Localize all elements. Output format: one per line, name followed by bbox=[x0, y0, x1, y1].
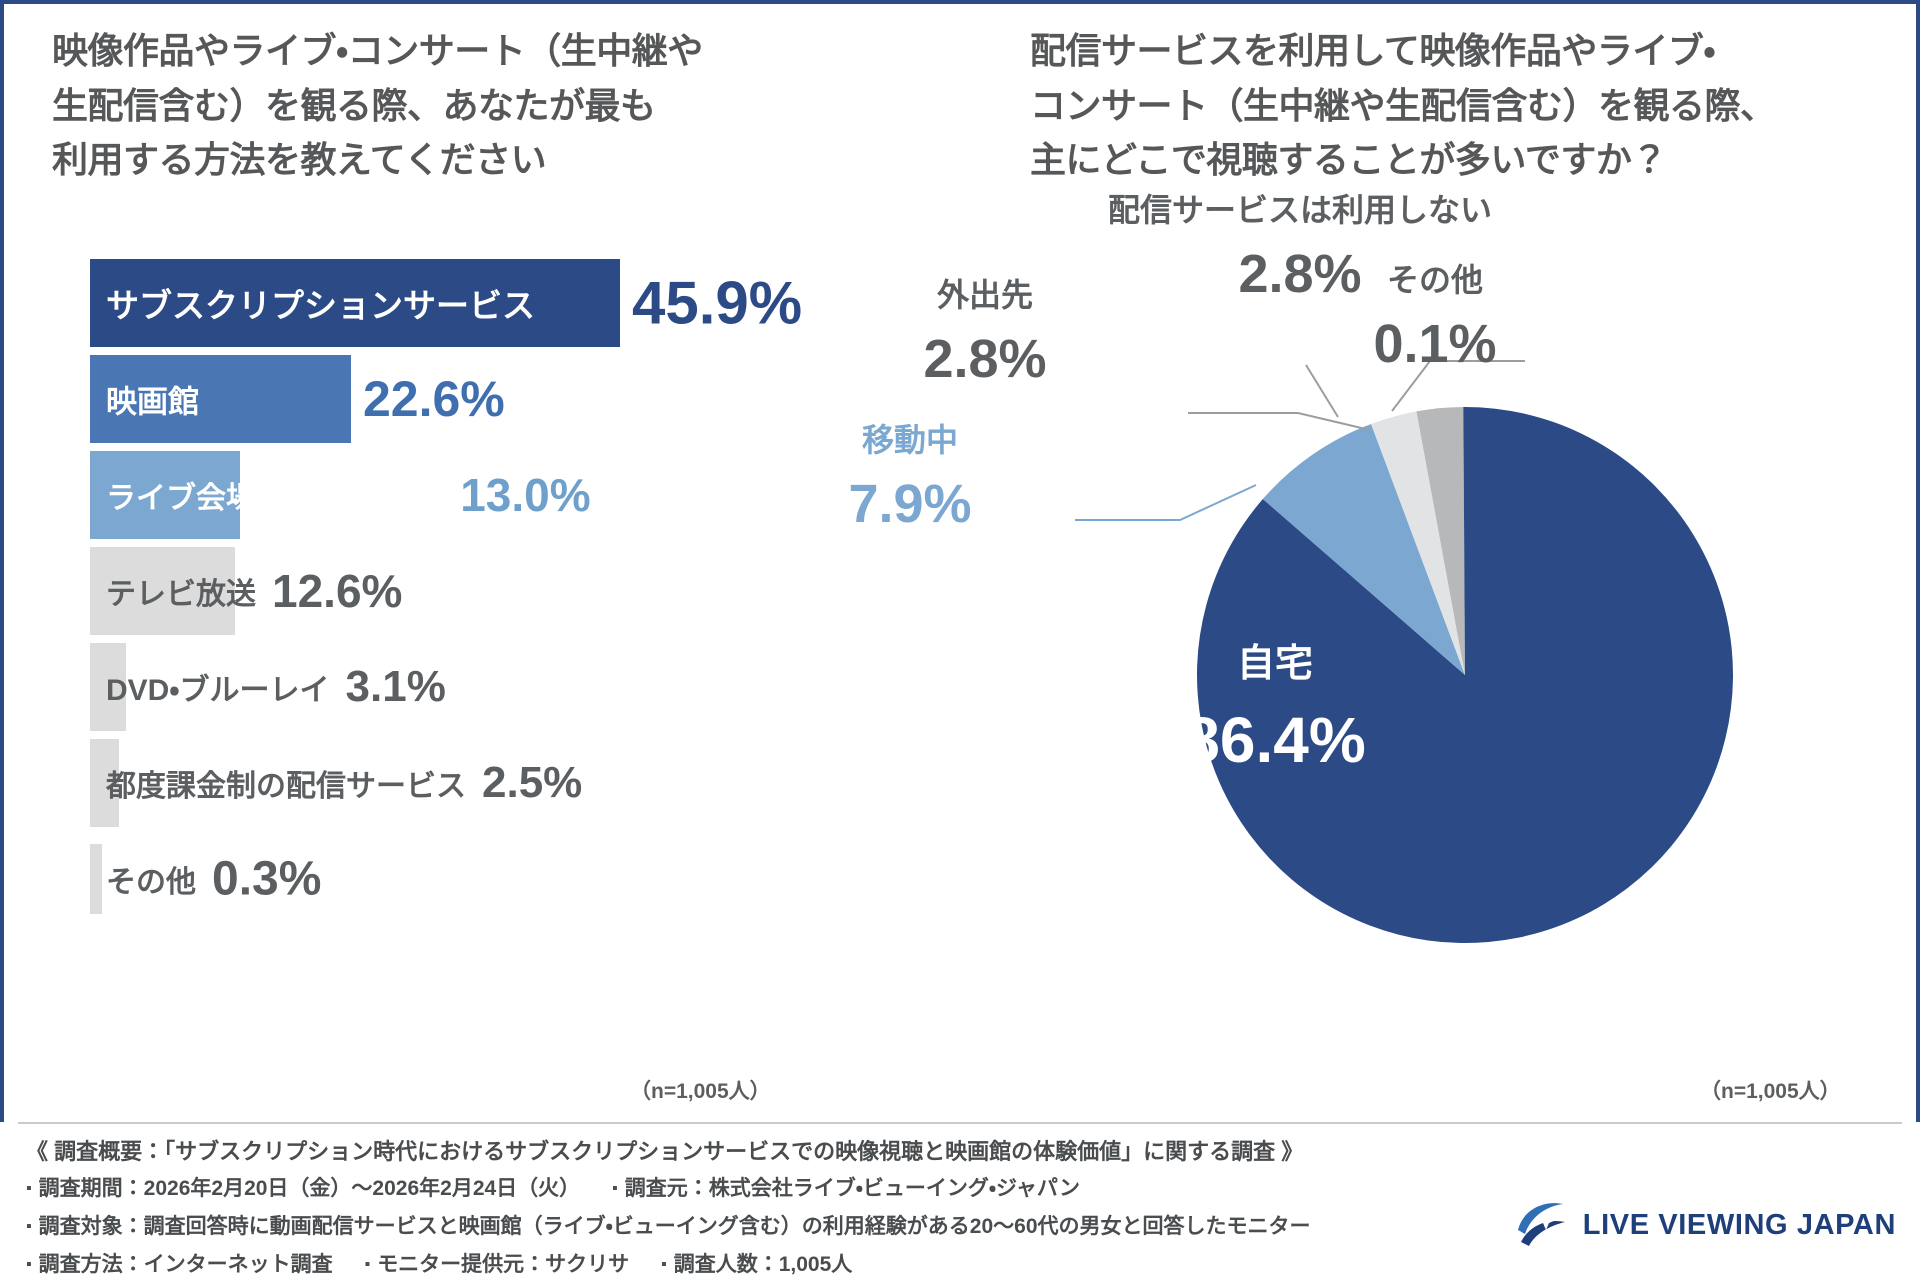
right-sample-size-note: （n=1,005人） bbox=[1700, 1080, 1841, 1103]
pie-callout-leader-line bbox=[1391, 360, 1525, 412]
bar-row: DVD・ブルーレイ 3.1% bbox=[90, 639, 970, 735]
pie-callout-leader-line bbox=[1305, 364, 1339, 418]
pie-label-other: その他 0.1% bbox=[1305, 245, 1565, 391]
pie-slice bbox=[1416, 407, 1465, 675]
right-panel: 配信サービスを利用して映像作品やライブ・ コンサート（生中継や生配信含む）を観る… bbox=[848, 0, 1920, 1120]
footer-line-1: 調査期間：2026年2月20日（金）〜2026年2月24日（火） 調査元：株式会… bbox=[26, 1172, 1106, 1202]
bar-category-label: その他 bbox=[106, 866, 196, 899]
live-viewing-japan-mark-icon bbox=[1513, 1196, 1571, 1254]
brand-wordmark: LIVE VIEWING JAPAN bbox=[1582, 1208, 1896, 1241]
bar-row: テレビ放送 12.6% bbox=[90, 543, 970, 639]
bar-fill bbox=[90, 355, 351, 443]
pie-callout-leader-line bbox=[1075, 484, 1257, 521]
pie-chart bbox=[1070, 355, 1860, 995]
bar-value-label: 3.1% bbox=[345, 662, 446, 711]
bar-value-label: 45.9% bbox=[632, 269, 803, 337]
bar-fill bbox=[90, 547, 236, 635]
pie-label-home: 自宅 86.4% bbox=[1115, 625, 1435, 793]
footer-survey-period: 調査期間：2026年2月20日（金）〜2026年2月24日（火） bbox=[26, 1177, 580, 1200]
footer-overview: 《 調査概要：「サブスクリプション時代におけるサブスクリプションサービスでの映像… bbox=[26, 1139, 1304, 1164]
bar-category-label: ライブ会場・イベント会場 bbox=[106, 482, 447, 515]
bar-row: 都度課金制の配信サービス 2.5% bbox=[90, 735, 970, 831]
pie-slice bbox=[1197, 407, 1733, 944]
bar-category-label: 映画館 bbox=[106, 384, 199, 420]
pie-label-nouse-category: 配信サービスは利用しない bbox=[1107, 192, 1492, 228]
bar-category-label: DVD・ブルーレイ bbox=[106, 674, 330, 707]
footer-respondent-count: 調査人数：1,005人 bbox=[661, 1253, 852, 1276]
left-panel: 映像作品やライブ・コンサート（生中継や 生配信含む）を観る際、あなたが最も 利用… bbox=[0, 0, 1010, 1120]
footer-survey-target: 調査対象：調査回答時に動画配信サービスと映画館（ライブ・ビューイング含む）の利用… bbox=[26, 1215, 1311, 1238]
pie-slice bbox=[1262, 424, 1465, 675]
bar-category-label: テレビ放送 bbox=[106, 578, 256, 611]
bar-category-label: 都度課金制の配信サービス bbox=[106, 770, 466, 803]
pie-label-other-category: その他 bbox=[1386, 262, 1483, 298]
pie-label-nouse-percent: 2.8% bbox=[1238, 244, 1362, 305]
bar-fill bbox=[90, 739, 119, 827]
bar-row: 映画館 22.6% bbox=[90, 351, 970, 447]
footer-line-2: 調査対象：調査回答時に動画配信サービスと映画館（ライブ・ビューイング含む）の利用… bbox=[26, 1210, 1337, 1240]
bar-row: ライブ会場・イベント会場 13.0% bbox=[90, 447, 970, 543]
right-question-title: 配信サービスを利用して映像作品やライブ・ コンサート（生中継や生配信含む）を観る… bbox=[1030, 30, 1776, 181]
brand-logo: LIVE VIEWING JAPAN bbox=[1513, 1196, 1896, 1254]
pie-label-moving: 移動中 7.9% bbox=[780, 405, 1040, 551]
bar-value-label: 13.0% bbox=[460, 469, 591, 521]
bar-row: サブスクリプションサービス 45.9% bbox=[90, 255, 970, 351]
pie-label-outside-percent: 2.8% bbox=[923, 329, 1047, 390]
pie-label-outside: 外出先 2.8% bbox=[855, 260, 1115, 406]
left-question-title: 映像作品やライブ・コンサート（生中継や 生配信含む）を観る際、あなたが最も 利用… bbox=[52, 30, 703, 181]
pie-slice bbox=[1371, 411, 1465, 675]
footer-monitor-provider: モニター提供元：サクリサ bbox=[365, 1253, 630, 1276]
pie-chart-svg bbox=[1075, 360, 1733, 944]
bar-value-label: 12.6% bbox=[272, 565, 403, 617]
footer-survey-source: 調査元：株式会社ライブ・ビューイング・ジャパン bbox=[612, 1177, 1080, 1200]
pie-label-home-category: 自宅 bbox=[1236, 643, 1313, 685]
footer: 《 調査概要：「サブスクリプション時代におけるサブスクリプションサービスでの映像… bbox=[0, 1122, 1920, 1280]
footer-survey-method: 調査方法：インターネット調査 bbox=[26, 1253, 333, 1276]
footer-divider bbox=[18, 1122, 1902, 1124]
bar-fill bbox=[90, 451, 241, 539]
pie-label-nouse: 配信サービスは利用しない 2.8% bbox=[1090, 175, 1510, 321]
pie-label-outside-category: 外出先 bbox=[936, 277, 1033, 313]
pie-callout-leader-line bbox=[1188, 412, 1371, 431]
bar-value-label: 2.5% bbox=[482, 758, 583, 807]
bar-fill bbox=[90, 259, 620, 347]
pie-label-home-percent: 86.4% bbox=[1184, 703, 1366, 776]
left-sample-size-note: （n=1,005人） bbox=[630, 1080, 771, 1103]
bar-value-label: 22.6% bbox=[362, 371, 505, 427]
pie-label-other-percent: 0.1% bbox=[1373, 314, 1497, 375]
bar-value-label: 0.3% bbox=[212, 852, 322, 906]
bar-fill bbox=[90, 643, 126, 731]
pie-label-moving-percent: 7.9% bbox=[848, 474, 972, 535]
bar-fill bbox=[90, 844, 102, 914]
footer-line-3: 調査方法：インターネット調査 モニター提供元：サクリサ 調査人数：1,005人 bbox=[26, 1248, 878, 1278]
bar-chart: サブスクリプションサービス 45.9% 映画館 22.6% ライブ会場・イベント会場 13… bbox=[90, 255, 970, 927]
pie-label-moving-category: 移動中 bbox=[861, 422, 958, 458]
bar-row: その他 0.3% bbox=[90, 831, 970, 927]
bar-category-label: サブスクリプションサービス bbox=[106, 287, 535, 324]
